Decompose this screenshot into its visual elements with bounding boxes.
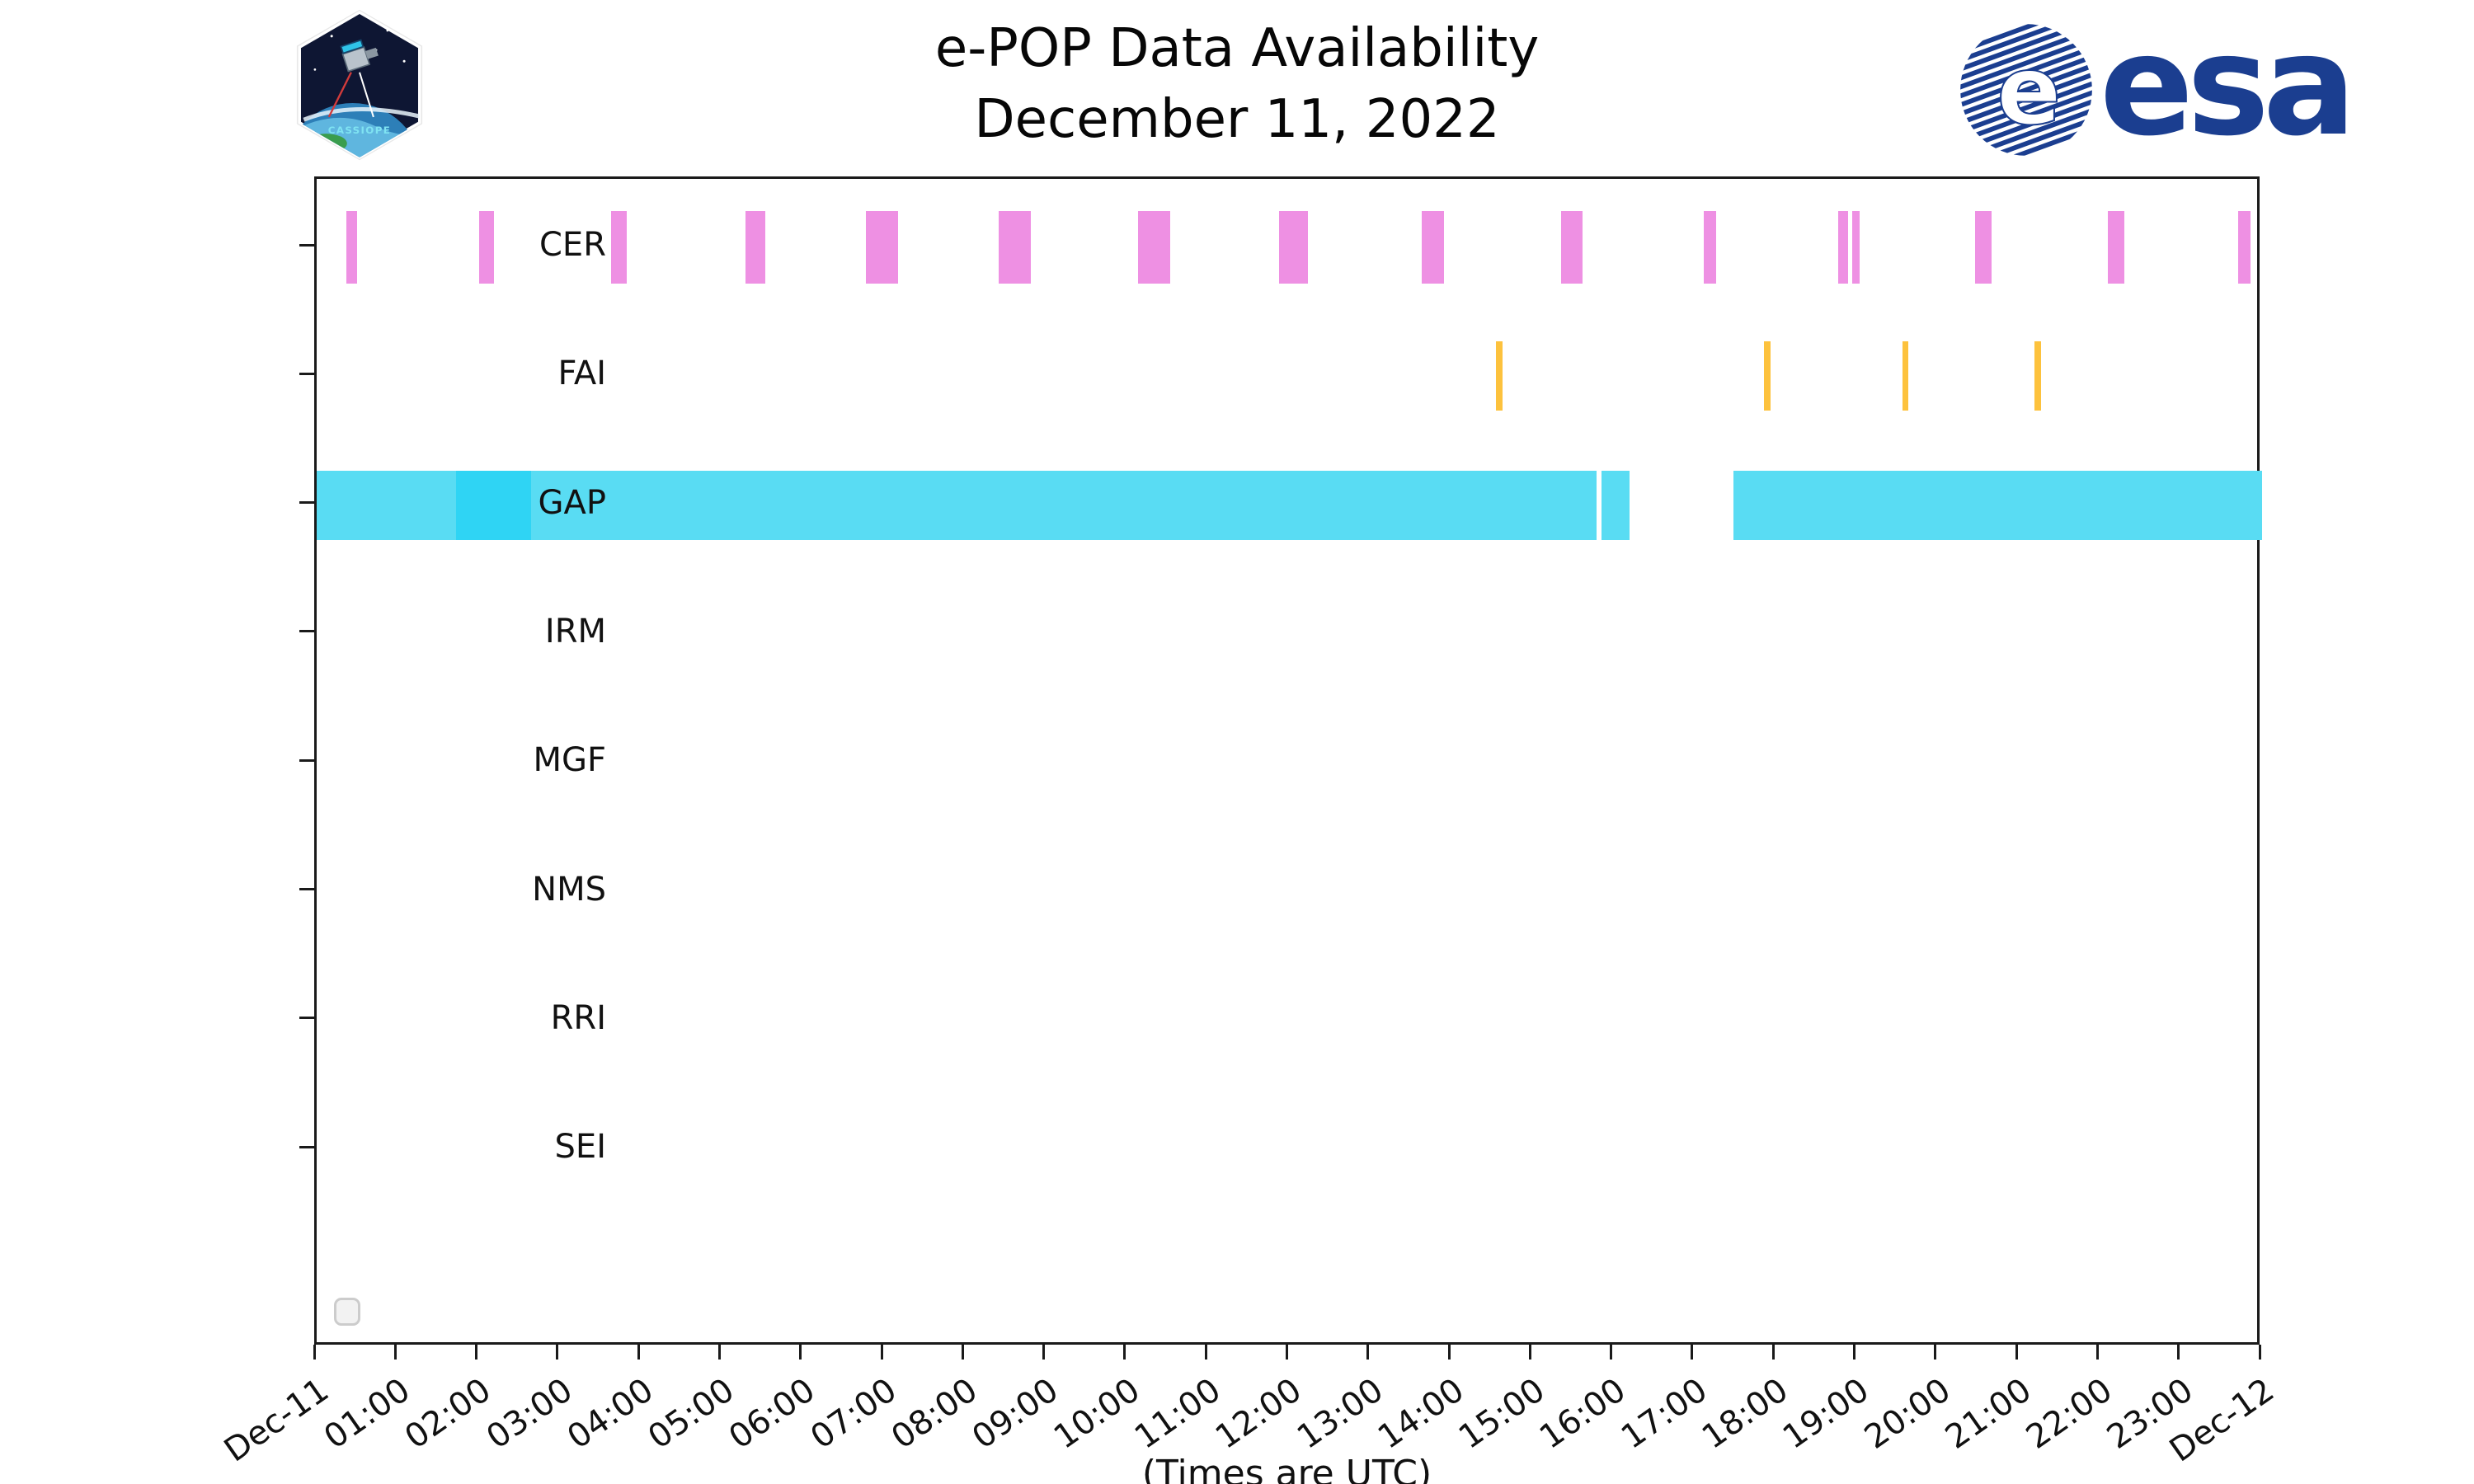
x-tick-label: 12:00: [1209, 1371, 1309, 1457]
availability-chart: CER FAI GAP IRM MGF NMS RRI SEI Dec-11 01:00 02:0…: [218, 176, 2281, 1484]
gap-availability-bar: [1733, 470, 2262, 540]
x-tick: [2177, 1345, 2180, 1360]
cer-availability-bar: [745, 211, 765, 284]
x-tick-label: 03:00: [479, 1371, 580, 1457]
x-tick-label: 02:00: [398, 1371, 498, 1457]
x-tick: [2015, 1345, 2018, 1360]
cer-availability-bar: [478, 211, 495, 284]
x-tick: [1286, 1345, 1288, 1360]
x-tick: [1123, 1345, 1126, 1360]
x-tick-label: 20:00: [1857, 1371, 1958, 1457]
x-tick: [313, 1345, 316, 1360]
y-tick-irm: [299, 630, 314, 633]
x-tick-label: 08:00: [884, 1371, 985, 1457]
fai-availability-bar: [1764, 341, 1771, 411]
x-tick-label: 22:00: [2019, 1371, 2119, 1457]
y-tick-rri: [299, 1017, 314, 1020]
cer-availability-bar: [1837, 211, 1848, 284]
x-tick: [2258, 1345, 2261, 1360]
y-tick-sei: [299, 1145, 314, 1148]
esa-logo: e esa: [1956, 16, 2356, 160]
fai-availability-bar: [1902, 341, 1909, 411]
cer-availability-bar: [1421, 211, 1445, 284]
cassiope-patch-graphic: CASSIOPE: [296, 9, 423, 161]
cer-availability-bar: [1278, 211, 1309, 284]
x-tick-label: 18:00: [1695, 1371, 1795, 1457]
empty-legend-box: [334, 1298, 360, 1326]
bars-layer: [317, 179, 2262, 1342]
chart-header: e-POP Data Availability December 11, 202…: [0, 13, 2474, 155]
x-tick: [1771, 1345, 1775, 1360]
x-tick: [637, 1345, 640, 1360]
x-tick: [475, 1345, 478, 1360]
cer-availability-bar: [2237, 211, 2251, 284]
y-tick-gap: [299, 501, 314, 505]
x-tick: [799, 1345, 802, 1360]
x-tick-label: 10:00: [1047, 1371, 1147, 1457]
x-axis-label: (Times are UTC): [1141, 1453, 1432, 1484]
x-tick: [1691, 1345, 1694, 1360]
cer-availability-bar: [1560, 211, 1583, 284]
cer-availability-bar: [610, 211, 628, 284]
chart-title: e-POP Data Availability: [934, 18, 1540, 79]
x-tick-label: 07:00: [803, 1371, 904, 1457]
cassiope-mission-patch: CASSIOPE: [289, 8, 430, 162]
gap-availability-bar: [1601, 470, 1630, 540]
x-tick: [1204, 1345, 1207, 1360]
y-tick-mgf: [299, 758, 314, 762]
cer-availability-bar: [1851, 211, 1860, 284]
x-tick-label: 09:00: [966, 1371, 1066, 1457]
x-tick: [1528, 1345, 1531, 1360]
x-tick-label: 17:00: [1614, 1371, 1714, 1457]
x-tick: [961, 1345, 964, 1360]
x-tick: [1447, 1345, 1451, 1360]
x-tick-label: 21:00: [1938, 1371, 2039, 1457]
x-tick: [1610, 1345, 1613, 1360]
x-tick: [717, 1345, 721, 1360]
esa-globe-icon: e: [1960, 24, 2092, 156]
x-tick-label: 11:00: [1127, 1371, 1228, 1457]
x-tick-label: 14:00: [1371, 1371, 1471, 1457]
fai-availability-bar: [2034, 341, 2041, 411]
y-tick-cer: [299, 243, 314, 247]
cer-availability-bar: [346, 211, 358, 284]
cer-availability-bar: [1137, 211, 1170, 284]
x-tick-label: 19:00: [1776, 1371, 1876, 1457]
cer-availability-bar: [1703, 211, 1717, 284]
cer-availability-bar: [866, 211, 898, 284]
esa-wordmark: esa: [2100, 5, 2356, 167]
x-tick-label: 06:00: [722, 1371, 823, 1457]
x-tick-label: 01:00: [317, 1371, 417, 1457]
x-tick-label: 23:00: [2100, 1371, 2201, 1457]
chart-subtitle: December 11, 2022: [974, 89, 1500, 150]
x-tick: [1934, 1345, 1937, 1360]
x-tick-label: 04:00: [560, 1371, 661, 1457]
plot-area: [314, 176, 2262, 1345]
x-tick: [2095, 1345, 2099, 1360]
svg-text:e: e: [1997, 36, 2061, 147]
cer-availability-bar: [2108, 211, 2124, 284]
x-tick: [1042, 1345, 1046, 1360]
x-tick-label: 16:00: [1533, 1371, 1634, 1457]
x-tick: [1853, 1345, 1856, 1360]
cer-availability-bar: [998, 211, 1031, 284]
x-tick-label: 13:00: [1290, 1371, 1390, 1457]
cassiope-patch-label: CASSIOPE: [328, 124, 391, 136]
x-tick: [1366, 1345, 1370, 1360]
cer-availability-bar: [1975, 211, 1992, 284]
x-tick: [556, 1345, 559, 1360]
fai-availability-bar: [1496, 341, 1503, 411]
x-tick: [393, 1345, 397, 1360]
x-tick-label: 05:00: [642, 1371, 741, 1457]
x-tick: [880, 1345, 883, 1360]
x-tick-label: 15:00: [1451, 1371, 1552, 1457]
gap-availability-bar: [456, 470, 532, 540]
y-tick-fai: [299, 372, 314, 375]
y-tick-nms: [299, 888, 314, 890]
